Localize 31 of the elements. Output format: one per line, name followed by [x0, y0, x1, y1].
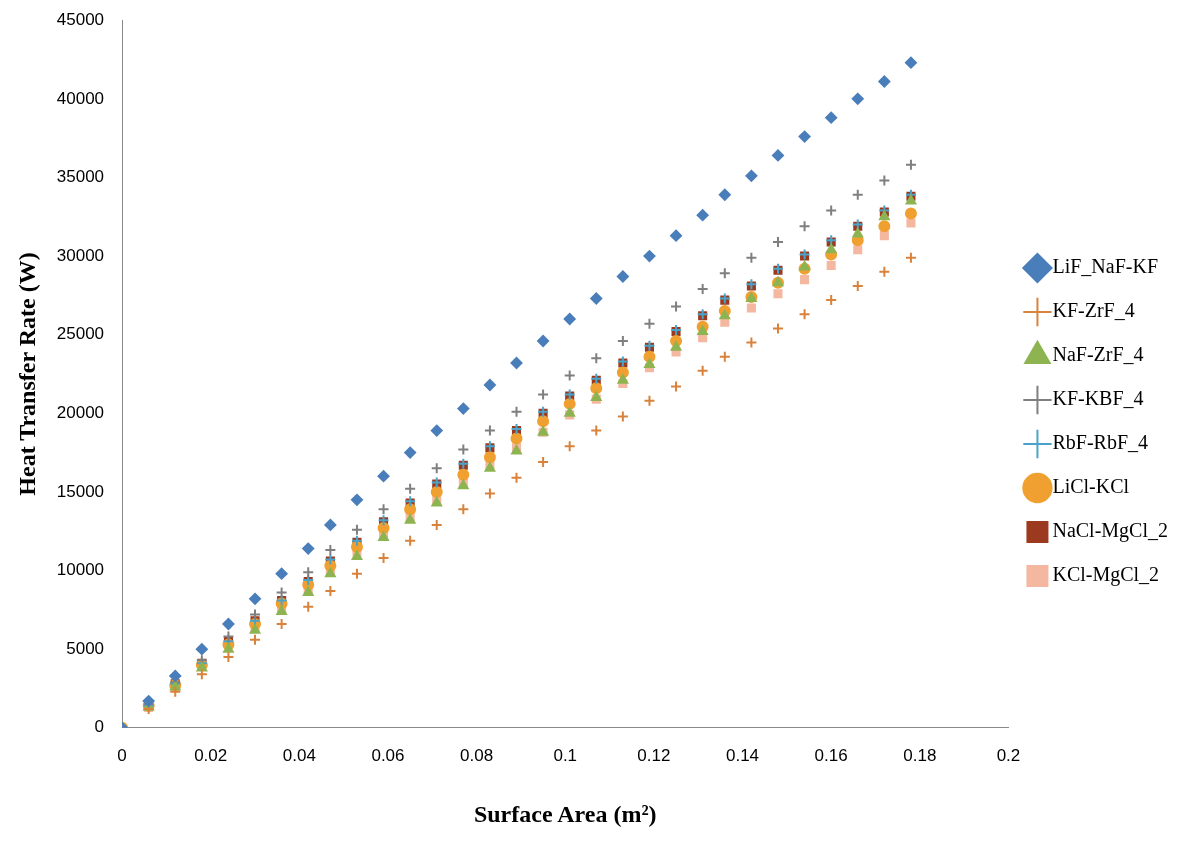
x-tick-label: 0.02: [194, 745, 228, 765]
y-tick-label: 25000: [56, 324, 105, 344]
x-tick-label: 0.2: [996, 745, 1021, 765]
legend-label: KF-KBF_4: [1052, 387, 1144, 410]
x-tick-label: 0.06: [371, 745, 405, 765]
x-tick-label: 0.18: [903, 745, 937, 765]
legend-label: KF-ZrF_4: [1052, 299, 1135, 322]
legend-label: LiCl-KCl: [1052, 475, 1130, 498]
y-tick-label: 35000: [56, 167, 105, 187]
x-tick-label: 0: [117, 745, 127, 765]
legend-label: KCl-MgCl_2: [1052, 563, 1160, 587]
x-tick-label: 0.16: [814, 745, 848, 765]
x-tick-label: 0.1: [553, 745, 578, 765]
y-tick-label: 20000: [56, 403, 105, 422]
y-tick-label: 10000: [56, 560, 105, 580]
x-tick-label: 0.12: [637, 745, 671, 765]
x-tick-label: 0.14: [725, 745, 760, 765]
y-tick-label: 0: [94, 717, 105, 737]
y-axis-title: Heat Transfer Rate (W): [13, 252, 40, 496]
x-tick-label: 0.08: [460, 745, 494, 765]
y-tick-label: 40000: [56, 88, 105, 108]
x-tick-label: 0.04: [282, 745, 316, 765]
x-axis-title: Surface Area (m²): [473, 800, 657, 827]
legend-label: LiF_NaF-KF: [1052, 255, 1159, 278]
y-tick-label: 5000: [66, 638, 105, 658]
y-tick-label: 30000: [56, 245, 105, 265]
y-tick-label: 15000: [56, 481, 105, 501]
legend-label: NaCl-MgCl_2: [1052, 519, 1169, 543]
legend-label: NaF-ZrF_4: [1052, 343, 1144, 366]
legend-label: RbF-RbF_4: [1052, 431, 1149, 454]
y-tick-label: 45000: [56, 9, 105, 29]
